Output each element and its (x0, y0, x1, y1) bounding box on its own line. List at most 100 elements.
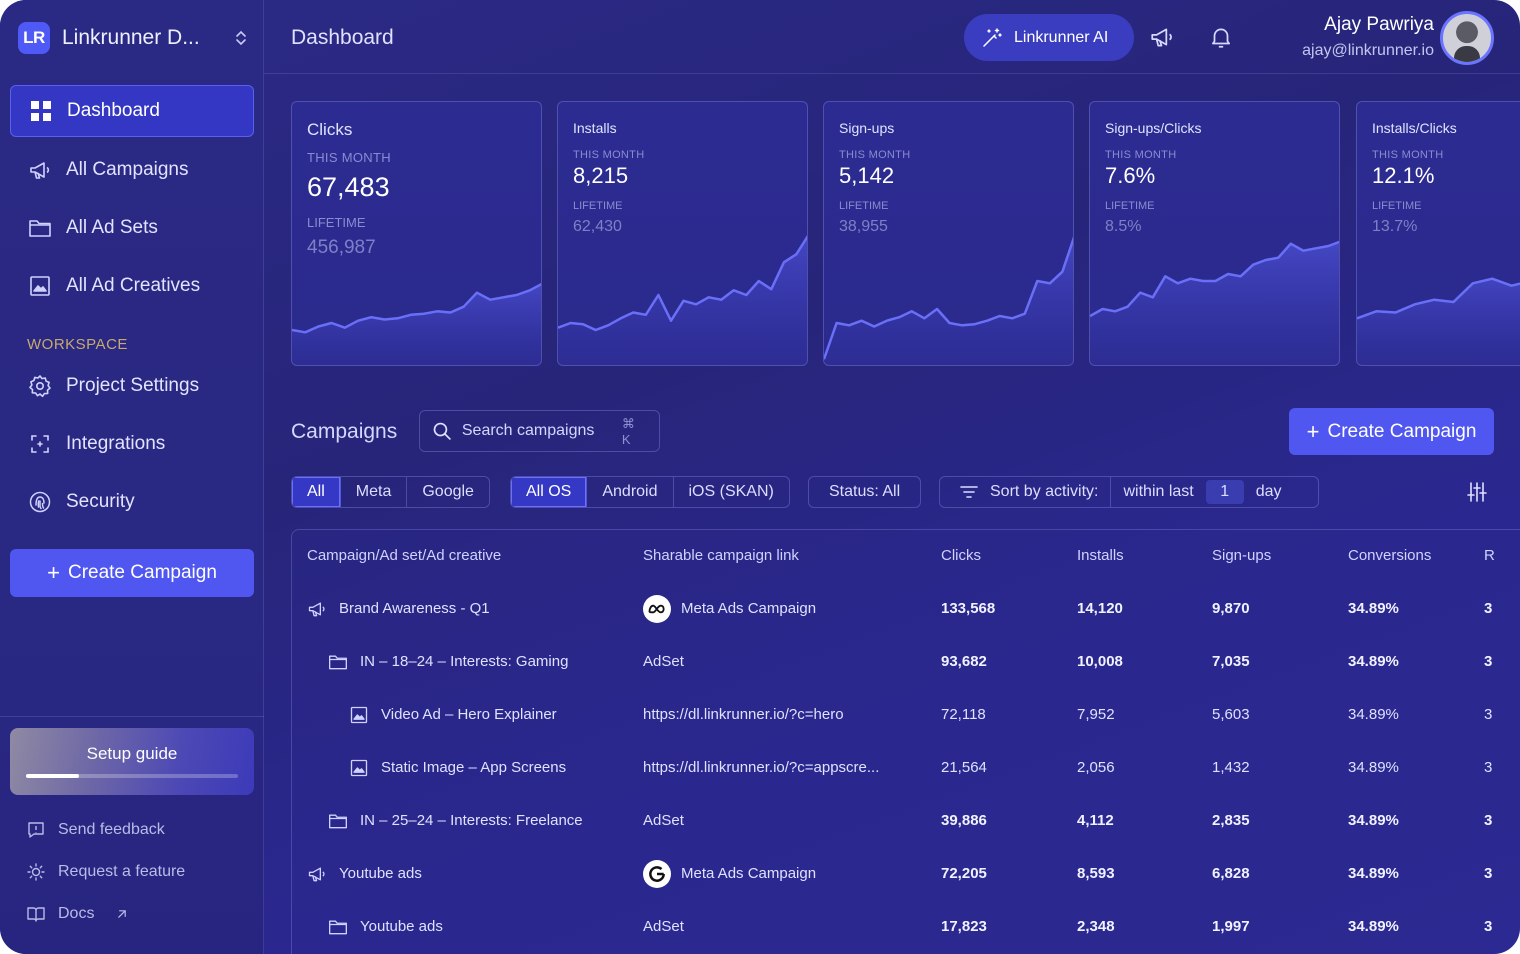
sort-activity-button[interactable]: Sort by activity: (940, 477, 1112, 507)
row-name-cell[interactable]: Brand Awareness - Q1 (307, 582, 490, 635)
row-installs: 8,593 (1077, 865, 1115, 882)
row-link-cell[interactable]: https://dl.linkrunner.io/?c=hero (643, 688, 844, 741)
plus-icon: + (47, 560, 60, 585)
sidebar-item-project-settings[interactable]: Project Settings (10, 360, 254, 412)
row-signups: 6,828 (1212, 865, 1250, 882)
sidebar-item-dashboard[interactable]: Dashboard (10, 85, 254, 137)
table-row[interactable]: Brand Awareness - Q1 Meta Ads Campaign 133… (292, 582, 1520, 635)
folder-icon (329, 920, 347, 934)
megaphone-icon[interactable] (1149, 24, 1175, 50)
search-input[interactable] (461, 422, 612, 440)
row-link-cell[interactable]: https://dl.linkrunner.io/?c=appscre... (643, 741, 879, 794)
filter-lines-icon (960, 486, 978, 498)
row-name-cell[interactable]: Youtube ads (328, 900, 443, 953)
filter-all[interactable]: All (292, 477, 341, 507)
column-header-r[interactable]: R (1484, 547, 1495, 564)
workspace-section-label: WORKSPACE (27, 336, 128, 353)
google-logo-icon (643, 859, 671, 888)
row-name-cell[interactable]: IN – 18–24 – Interests: Gaming (328, 635, 568, 688)
stat-lifetime-value: 38,955 (839, 218, 888, 235)
stat-lifetime-label: LIFETIME (1105, 200, 1155, 212)
stat-value: 67,483 (307, 172, 390, 202)
row-name-cell[interactable]: Static Image – App Screens (349, 741, 566, 794)
column-header-installs[interactable]: Installs (1077, 547, 1124, 564)
row-name-cell[interactable]: Youtube ads (307, 847, 422, 900)
stat-card-sign-ups[interactable]: Sign-ups THIS MONTH 5,142 LIFETIME 38,955 (823, 101, 1074, 366)
status-filter[interactable]: Status: All (808, 476, 922, 508)
sparkline-area (1357, 278, 1520, 365)
row-link-cell[interactable]: AdSet (643, 900, 684, 953)
row-link: https://dl.linkrunner.io/?c=appscre... (643, 759, 880, 776)
column-settings-icon[interactable] (1466, 481, 1488, 503)
row-clicks: 72,118 (941, 706, 986, 723)
folder-icon (329, 814, 347, 828)
sort-by-activity: Sort by activity: within last 1 day (939, 476, 1319, 508)
row-signups: 1,997 (1212, 918, 1250, 935)
row-name-cell[interactable]: IN – 25–24 – Interests: Freelance (328, 794, 583, 847)
filter-all-os[interactable]: All OS (511, 477, 588, 507)
row-link: Meta Ads Campaign (681, 865, 817, 882)
within-days-input[interactable]: 1 (1205, 480, 1244, 504)
table-row[interactable]: Static Image – App Screens https://dl.lin… (292, 741, 1520, 794)
table-row[interactable]: Youtube ads Meta Ads Campaign 72,205 8,593 6… (292, 847, 1520, 900)
os-filter: All OS Android iOS (SKAN) (510, 476, 790, 508)
request-feature-link[interactable]: Request a feature (26, 862, 185, 882)
stat-title: Clicks (307, 120, 353, 139)
sparkline-line (1357, 277, 1520, 320)
column-header-campaign[interactable]: Campaign/Ad set/Ad creative (307, 547, 502, 564)
row-conversions: 34.89% (1348, 653, 1399, 670)
search-box[interactable]: ⌘ K (419, 410, 660, 452)
gear-icon (29, 375, 51, 398)
stat-card-installs[interactable]: Installs THIS MONTH 8,215 LIFETIME 62,430 (557, 101, 808, 366)
row-link-cell[interactable]: Meta Ads Campaign (643, 847, 816, 900)
stat-card-clicks[interactable]: Clicks THIS MONTH 67,483 LIFETIME 456,987 (291, 101, 542, 366)
create-campaign-button[interactable]: + Create Campaign (1289, 408, 1494, 455)
sidebar-item-security[interactable]: Security (10, 476, 254, 528)
setup-guide-progress (26, 774, 238, 778)
row-link-cell[interactable]: AdSet (643, 635, 684, 688)
row-link-cell[interactable]: Meta Ads Campaign (643, 582, 816, 635)
stat-lifetime-value: 456,987 (307, 237, 376, 258)
filter-android[interactable]: Android (587, 477, 674, 507)
row-link-cell[interactable]: AdSet (643, 794, 684, 847)
linkrunner-ai-button[interactable]: Linkrunner AI (964, 14, 1134, 61)
table-row[interactable]: Video Ad – Hero Explainer https://dl.link… (292, 688, 1520, 741)
row-name-cell[interactable]: Video Ad – Hero Explainer (349, 688, 557, 741)
sidebar-item-all-campaigns[interactable]: All Campaigns (10, 144, 254, 196)
row-conversions: 34.89% (1348, 812, 1399, 829)
row-link: Meta Ads Campaign (681, 600, 817, 617)
workspace-switcher[interactable]: LR Linkrunner D... (18, 22, 248, 54)
chevron-updown-icon (234, 29, 248, 47)
column-header-link[interactable]: Sharable campaign link (643, 547, 799, 564)
sidebar-item-integrations[interactable]: Integrations (10, 418, 254, 470)
filter-meta[interactable]: Meta (341, 477, 408, 507)
send-feedback-link[interactable]: Send feedback (26, 820, 165, 840)
column-header-conversions[interactable]: Conversions (1348, 547, 1432, 564)
row-r: 3 (1484, 759, 1493, 776)
user-info[interactable]: Ajay Pawriya ajay@linkrunner.io (1302, 14, 1434, 60)
row-link: AdSet (643, 653, 684, 670)
avatar[interactable] (1440, 11, 1494, 65)
filter-ios-skan[interactable]: iOS (SKAN) (688, 483, 774, 500)
table-row[interactable]: IN – 25–24 – Interests: Freelance AdSet 39… (292, 794, 1520, 847)
row-r: 3 (1484, 653, 1493, 670)
sidebar-item-all-ad-sets[interactable]: All Ad Sets (10, 202, 254, 254)
sidebar-item-all-ad-creatives[interactable]: All Ad Creatives (10, 260, 254, 312)
table-row[interactable]: IN – 18–24 – Interests: Gaming AdSet 93,68… (292, 635, 1520, 688)
row-name: Static Image – App Screens (381, 759, 567, 776)
sparkline-line (558, 235, 807, 332)
sparkline-area (292, 284, 541, 365)
column-header-clicks[interactable]: Clicks (941, 547, 981, 564)
magic-wand-icon (983, 27, 1002, 47)
sidebar-create-campaign-button[interactable]: + Create Campaign (10, 549, 254, 597)
docs-link[interactable]: Docs (26, 904, 130, 924)
stat-card-sign-ups-clicks[interactable]: Sign-ups/Clicks THIS MONTH 7.6% LIFETIME 8.5… (1089, 101, 1340, 366)
stat-card-installs-clicks[interactable]: Installs/Clicks THIS MONTH 12.1% LIFETIME 13… (1356, 101, 1520, 366)
setup-guide-card[interactable]: Setup guide (10, 728, 254, 795)
table-row[interactable]: Youtube ads AdSet 17,823 2,348 1,997 34.89% 3 (292, 900, 1520, 953)
column-header-signups[interactable]: Sign-ups (1212, 547, 1272, 564)
filter-google[interactable]: Google (422, 483, 474, 500)
sidebar-item-label: Dashboard (67, 100, 160, 121)
bell-icon[interactable] (1208, 24, 1234, 50)
meta-logo-icon (643, 594, 671, 623)
